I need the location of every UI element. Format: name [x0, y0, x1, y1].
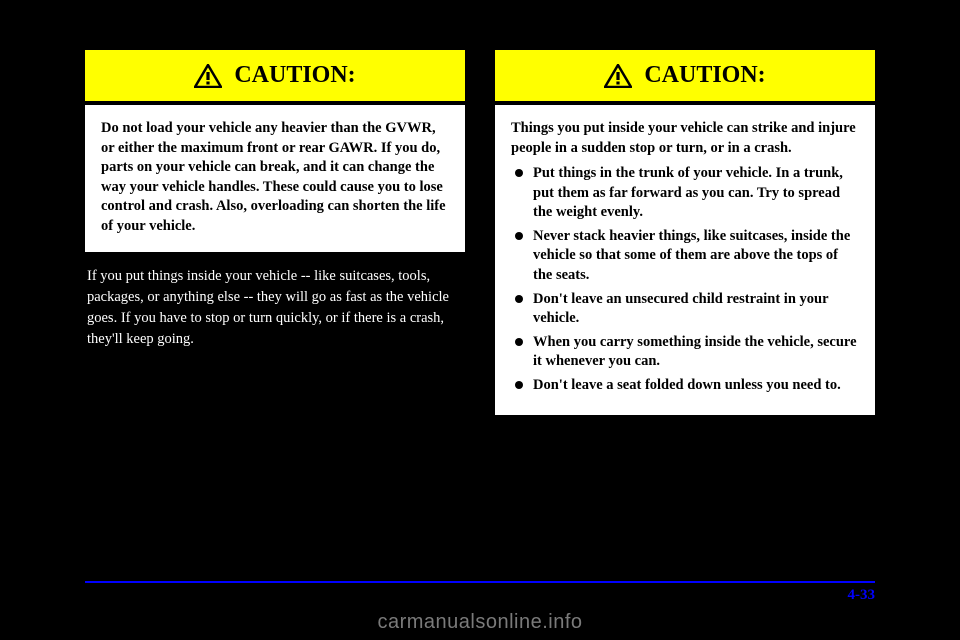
caution-intro: Things you put inside your vehicle can s…: [511, 119, 859, 158]
caution-header: CAUTION:: [85, 50, 465, 105]
caution-bullet: Don't leave a seat folded down unless yo…: [511, 376, 859, 396]
caution-bullet: Put things in the trunk of your vehicle.…: [511, 164, 859, 223]
warning-triangle-icon: [194, 64, 222, 88]
footer-divider: [85, 581, 875, 583]
caution-bullet: Never stack heavier things, like suitcas…: [511, 227, 859, 286]
caution-bullet: Don't leave an unsecured child restraint…: [511, 290, 859, 329]
right-column: CAUTION: Things you put inside your vehi…: [495, 50, 875, 640]
caution-label: CAUTION:: [644, 62, 765, 89]
left-paragraph: If you put things inside your vehicle --…: [85, 266, 465, 350]
warning-triangle-icon: [604, 64, 632, 88]
caution-box-right: CAUTION: Things you put inside your vehi…: [495, 50, 875, 415]
page-footer: 4-33: [0, 581, 960, 604]
caution-body-right: Things you put inside your vehicle can s…: [495, 105, 875, 415]
watermark-text: carmanualsonline.info: [0, 611, 960, 634]
caution-box-left: CAUTION: Do not load your vehicle any he…: [85, 50, 465, 252]
caution-body-left: Do not load your vehicle any heavier tha…: [85, 105, 465, 252]
caution-header: CAUTION:: [495, 50, 875, 105]
left-column: CAUTION: Do not load your vehicle any he…: [85, 50, 465, 640]
caution-label: CAUTION:: [234, 62, 355, 89]
page-number: 4-33: [85, 587, 875, 604]
caution-bullet-list: Put things in the trunk of your vehicle.…: [511, 164, 859, 395]
manual-page: CAUTION: Do not load your vehicle any he…: [0, 0, 960, 640]
caution-bullet: When you carry something inside the vehi…: [511, 333, 859, 372]
